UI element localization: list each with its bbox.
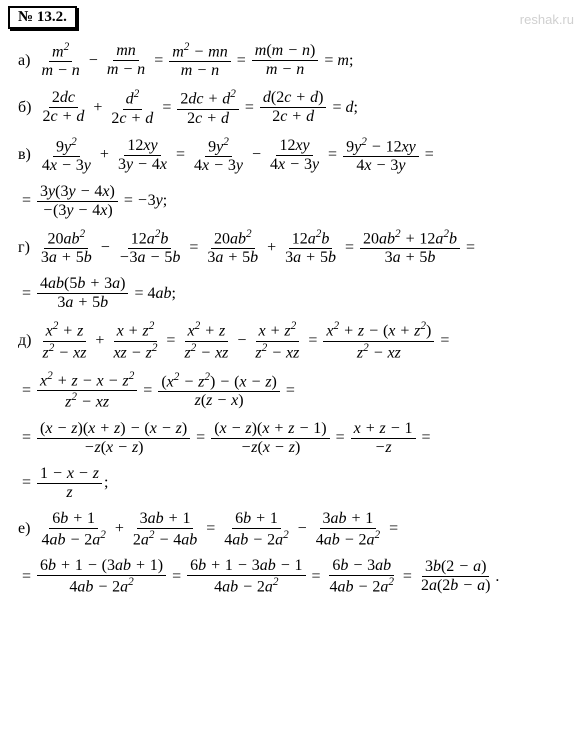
label-e: е) xyxy=(18,521,30,537)
problem-d-1: д) x2 + zz2 − xz + x + z2xz − z2 = x2 + … xyxy=(18,321,574,361)
problem-d-2: = x2 + z − x − z2z2 − xz = (x2 − z2) − (… xyxy=(18,371,574,411)
label-d: д) xyxy=(18,333,31,349)
problem-a: а) m2m − n − mnm − n = m2 − mnm − n = m(… xyxy=(18,42,574,79)
label-g: г) xyxy=(18,240,30,256)
problem-g-1: г) 20ab23a + 5b − 12a2b−3a − 5b = 20ab23… xyxy=(18,229,574,266)
label-b: б) xyxy=(18,100,31,116)
label-v: в) xyxy=(18,147,31,163)
problem-v-1: в) 9y24x − 3y + 12xy3y − 4x = 9y24x − 3y… xyxy=(18,137,574,174)
problem-e-2: = 6b + 1 − (3ab + 1)4ab − 2a2 = 6b + 1 −… xyxy=(18,558,574,595)
math-content: а) m2m − n − mnm − n = m2 − mnm − n = m(… xyxy=(18,42,574,595)
problem-b: б) 2dc2c + d + d22c + d = 2dc + d22c + d… xyxy=(18,89,574,126)
watermark: reshak.ru xyxy=(520,12,574,27)
problem-g-2: = 4ab(5b + 3a)3a + 5b = 4ab; xyxy=(18,276,574,311)
label-a: а) xyxy=(18,53,30,69)
problem-number: № 13.2. xyxy=(8,6,77,29)
problem-d-4: = 1 − x − zz ; xyxy=(18,466,574,501)
problem-d-3: = (x − z)(x + z) − (x − z)−z(x − z) = (x… xyxy=(18,421,574,456)
problem-e-1: е) 6b + 14ab − 2a2 + 3ab + 12a2 − 4ab = … xyxy=(18,511,574,548)
problem-v-2: = 3y(3y − 4x)−(3y − 4x) = −3y; xyxy=(18,184,574,219)
